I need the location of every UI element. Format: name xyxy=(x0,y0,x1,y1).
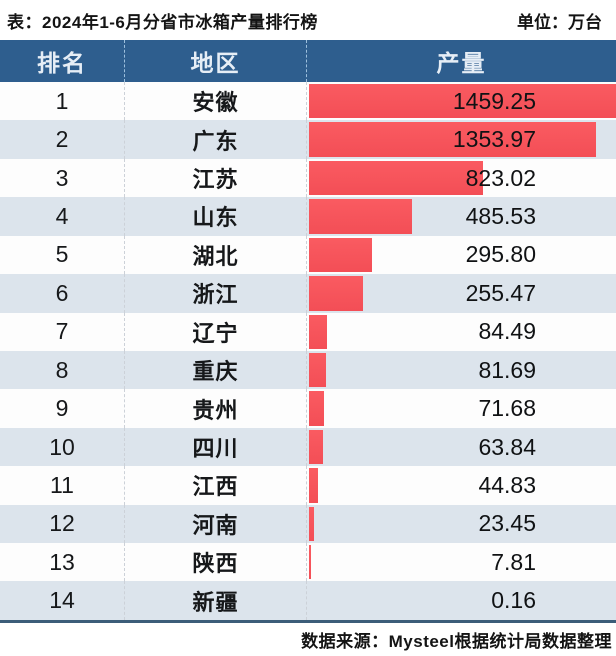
region-cell: 陕西 xyxy=(125,543,307,582)
value-label: 63.84 xyxy=(478,433,536,460)
table-body: 1 安徽 1459.25 2 广东 1353.97 3 江苏 823.02 4 … xyxy=(0,82,616,620)
rank-cell: 4 xyxy=(0,197,125,236)
value-bar xyxy=(309,352,327,388)
table-row: 11 江西 44.83 xyxy=(0,466,616,505)
region-cell: 广东 xyxy=(125,120,307,159)
value-label: 823.02 xyxy=(465,164,536,191)
value-cell: 1353.97 xyxy=(307,120,616,158)
table-row: 8 重庆 81.69 xyxy=(0,350,616,390)
table-row: 4 山东 485.53 xyxy=(0,197,616,236)
value-label: 71.68 xyxy=(478,395,536,422)
value-label: 23.45 xyxy=(478,510,536,537)
value-cell: 44.83 xyxy=(307,466,616,504)
rank-cell: 13 xyxy=(0,543,125,582)
rank-cell: 9 xyxy=(0,389,125,428)
value-bar xyxy=(309,314,327,349)
table-row: 7 辽宁 84.49 xyxy=(0,312,616,351)
region-cell: 贵州 xyxy=(125,389,307,428)
value-bar xyxy=(309,276,364,311)
region-cell: 浙江 xyxy=(125,274,307,313)
value-cell: 255.47 xyxy=(307,274,616,312)
value-label: 0.16 xyxy=(491,587,536,614)
value-cell: 295.80 xyxy=(307,236,616,274)
rank-cell: 2 xyxy=(0,120,125,159)
value-cell: 7.81 xyxy=(307,543,616,581)
value-cell: 23.45 xyxy=(307,505,616,543)
region-cell: 湖北 xyxy=(125,235,307,275)
rank-cell: 6 xyxy=(0,274,125,313)
table-header-row: 排名 地区 产量 xyxy=(0,40,616,82)
rank-cell: 10 xyxy=(0,427,125,467)
value-label: 81.69 xyxy=(478,356,536,383)
unit-label: 单位：万台 xyxy=(517,12,602,32)
region-cell: 安徽 xyxy=(125,82,307,121)
value-bar xyxy=(309,199,412,234)
value-cell: 71.68 xyxy=(307,389,616,427)
region-cell: 山东 xyxy=(125,197,307,236)
value-cell: 485.53 xyxy=(307,197,616,235)
value-label: 255.47 xyxy=(465,279,536,306)
value-bar xyxy=(309,429,323,465)
value-label: 44.83 xyxy=(478,471,536,498)
table-row: 12 河南 23.45 xyxy=(0,504,616,544)
table-row: 5 湖北 295.80 xyxy=(0,235,616,275)
table-row: 3 江苏 823.02 xyxy=(0,158,616,198)
value-label: 7.81 xyxy=(491,548,536,575)
data-source-text: 数据来源：Mysteel根据统计局数据整理 xyxy=(301,631,612,651)
rank-cell: 7 xyxy=(0,312,125,351)
value-bar xyxy=(309,122,596,157)
value-label: 84.49 xyxy=(478,318,536,345)
value-cell: 823.02 xyxy=(307,159,616,197)
region-cell: 新疆 xyxy=(125,581,307,620)
rank-cell: 5 xyxy=(0,235,125,275)
rank-cell: 11 xyxy=(0,466,125,505)
region-cell: 江苏 xyxy=(125,158,307,198)
rank-cell: 8 xyxy=(0,350,125,390)
table-row: 1 安徽 1459.25 xyxy=(0,82,616,121)
footer: 数据来源：Mysteel根据统计局数据整理 xyxy=(0,623,616,656)
titlebar: 表：2024年1-6月分省市冰箱产量排行榜 单位：万台 xyxy=(0,0,616,40)
value-label: 295.80 xyxy=(465,241,536,268)
rank-cell: 1 xyxy=(0,82,125,121)
table-row: 13 陕西 7.81 xyxy=(0,543,616,582)
value-label: 1353.97 xyxy=(452,126,536,153)
value-bar xyxy=(309,160,484,196)
column-header-output: 产量 xyxy=(436,50,487,76)
rank-cell: 14 xyxy=(0,581,125,620)
table-row: 9 贵州 71.68 xyxy=(0,389,616,428)
value-bar xyxy=(309,391,325,426)
rank-cell: 12 xyxy=(0,504,125,544)
column-header-rank: 排名 xyxy=(0,40,125,82)
table-row: 14 新疆 0.16 xyxy=(0,581,616,620)
page-title: 表：2024年1-6月分省市冰箱产量排行榜 xyxy=(7,12,318,32)
table-row: 10 四川 63.84 xyxy=(0,427,616,467)
table-row: 6 浙江 255.47 xyxy=(0,274,616,313)
value-bar xyxy=(309,84,616,119)
value-cell: 1459.25 xyxy=(307,82,616,120)
value-cell: 0.16 xyxy=(307,581,616,619)
value-label: 1459.25 xyxy=(452,87,536,114)
value-label: 485.53 xyxy=(465,202,536,229)
value-bar xyxy=(309,545,311,580)
column-header-region: 地区 xyxy=(125,40,307,82)
table-row: 2 广东 1353.97 xyxy=(0,120,616,159)
value-bar xyxy=(309,506,314,542)
value-cell: 81.69 xyxy=(307,351,616,389)
region-cell: 重庆 xyxy=(125,350,307,390)
value-bar xyxy=(309,468,319,503)
region-cell: 江西 xyxy=(125,466,307,505)
rank-cell: 3 xyxy=(0,158,125,198)
region-cell: 四川 xyxy=(125,427,307,467)
region-cell: 河南 xyxy=(125,504,307,544)
value-bar xyxy=(309,237,372,273)
value-cell: 63.84 xyxy=(307,428,616,466)
region-cell: 辽宁 xyxy=(125,312,307,351)
value-cell: 84.49 xyxy=(307,313,616,351)
bottom-divider xyxy=(0,619,616,623)
